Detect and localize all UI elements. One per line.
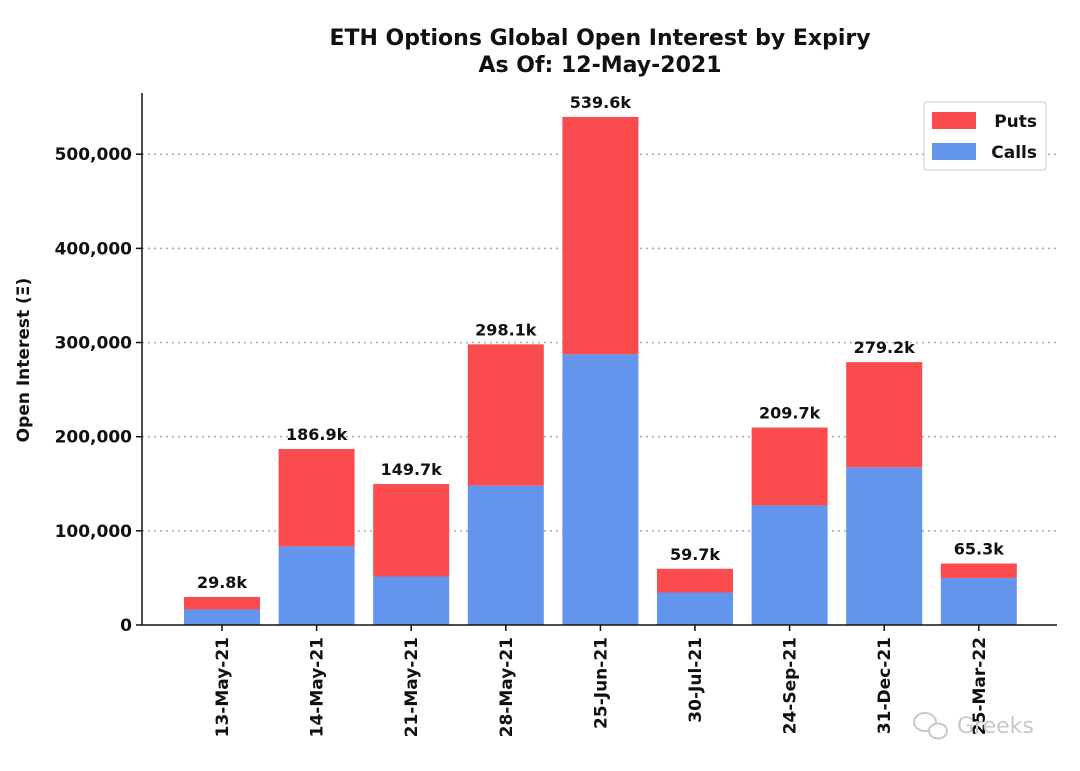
x-tick-label: 13-May-21 — [213, 637, 233, 737]
y-tick-label: 500,000 — [55, 145, 133, 165]
bar-calls — [373, 576, 450, 625]
bar-puts — [278, 449, 355, 547]
x-tick-label: 21-May-21 — [402, 637, 422, 737]
x-tick-label: 25-Mar-22 — [970, 637, 990, 735]
bar-calls — [278, 546, 355, 625]
legend-label: Puts — [994, 112, 1037, 132]
y-tick-label: 100,000 — [55, 522, 133, 542]
bar-puts — [846, 362, 923, 468]
total-label: 186.9k — [286, 425, 348, 444]
y-tick-label: 200,000 — [55, 428, 133, 448]
y-ticks: 0 100,000 200,000 300,000 400,000 500,000 — [55, 145, 142, 636]
total-label: 29.8k — [197, 573, 247, 592]
legend: Puts Calls — [923, 101, 1047, 171]
total-label: 209.7k — [759, 404, 821, 423]
total-label: 149.7k — [381, 460, 443, 479]
bar-puts — [751, 427, 828, 506]
bar-calls — [467, 485, 544, 625]
legend-swatch — [932, 143, 976, 160]
data-labels: 29.8k 186.9k 149.7k 298.1k 539.6k 59.7k 209.7k… — [197, 93, 1004, 592]
bar-puts — [562, 116, 639, 355]
y-tick-label: 300,000 — [55, 334, 133, 354]
watermark-text: Greeks — [957, 714, 1034, 739]
y-tick-label: 0 — [120, 616, 132, 636]
x-tick-label: 14-May-21 — [308, 637, 328, 737]
y-tick-label: 400,000 — [55, 239, 133, 259]
x-tick-label: 24-Sep-21 — [781, 637, 801, 734]
bar-calls — [562, 354, 639, 625]
bars — [184, 116, 1017, 625]
bar-calls — [751, 505, 828, 625]
legend-label: Calls — [991, 143, 1037, 163]
x-tick-label: 31-Dec-21 — [875, 637, 895, 734]
bar-calls — [940, 577, 1017, 625]
total-label: 279.2k — [854, 338, 916, 357]
bar-puts — [657, 568, 733, 593]
x-tick-label: 25-Jun-21 — [591, 637, 611, 729]
total-label: 59.7k — [670, 545, 720, 564]
bar-puts — [184, 596, 260, 610]
bar-calls — [846, 467, 923, 625]
x-ticks: 13-May-21 14-May-21 21-May-21 28-May-21 25-J… — [213, 625, 990, 737]
y-axis-label: Open Interest (Ξ) — [14, 278, 34, 443]
x-tick-label: 28-May-21 — [497, 637, 517, 737]
watermark: Greeks — [913, 712, 1034, 740]
legend-swatch — [932, 112, 976, 129]
total-label: 539.6k — [570, 93, 632, 112]
bar-calls — [184, 609, 260, 625]
bar-puts — [373, 484, 450, 577]
total-label: 298.1k — [475, 320, 537, 339]
x-tick-label: 30-Jul-21 — [686, 637, 706, 723]
total-label: 65.3k — [954, 540, 1004, 559]
wechat-icon — [913, 712, 948, 740]
chart-title: ETH Options Global Open Interest by Expi… — [329, 26, 870, 51]
chart-subtitle: As Of: 12-May-2021 — [478, 53, 721, 78]
bar-puts — [940, 563, 1017, 578]
axes — [141, 93, 1057, 626]
bar-calls — [657, 592, 733, 625]
bar-puts — [467, 344, 544, 486]
